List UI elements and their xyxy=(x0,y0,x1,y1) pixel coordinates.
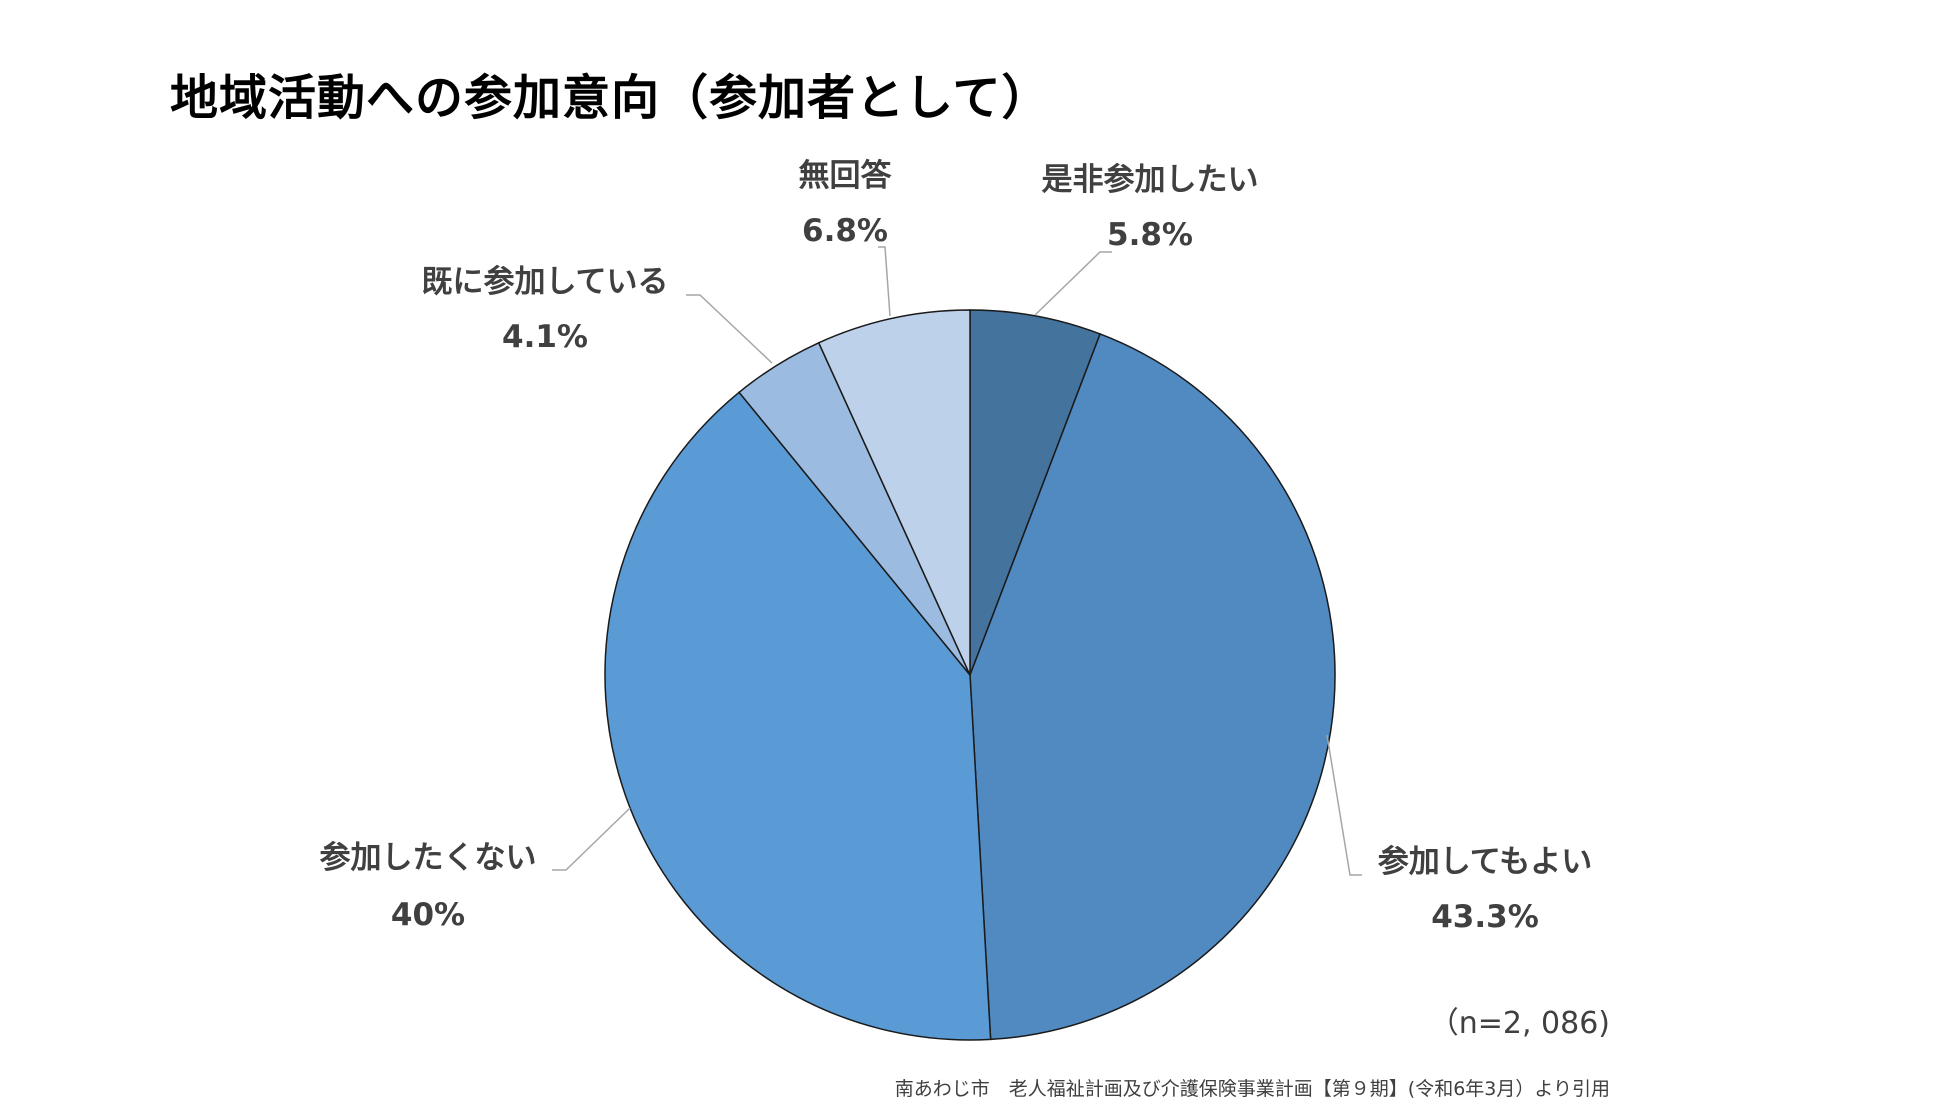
leader-line xyxy=(552,807,631,871)
leader-line xyxy=(686,294,773,364)
sample-size: （n=2, 086) xyxy=(1428,1006,1610,1041)
slice-label: 無回答 xyxy=(799,158,893,194)
source-note: 南あわじ市 老人福祉計画及び介護保険事業計画【第９期】(令和6年3月）より引用 xyxy=(894,1078,1610,1100)
chart-title: 地域活動への参加意向（参加者として） xyxy=(170,70,1051,126)
slice-value: 6.8% xyxy=(802,213,888,249)
slice-label: 是非参加したい xyxy=(1042,162,1259,198)
slice-label: 参加してもよい xyxy=(1378,844,1593,880)
slice-label: 参加したくない xyxy=(320,840,537,876)
slice-value: 40% xyxy=(391,897,465,933)
pie-slice xyxy=(604,391,992,1041)
pie-slice xyxy=(969,309,1102,676)
leader-line xyxy=(878,246,891,317)
slice-value: 43.3% xyxy=(1431,899,1539,935)
pie-slices xyxy=(604,309,1336,1041)
slice-labels: 是非参加したい 5.8% 参加してもよい 43.3% 参加したくない 40% 既に参加してい… xyxy=(320,158,1593,935)
leader-line xyxy=(1326,734,1362,876)
slice-value: 4.1% xyxy=(502,319,588,355)
leader-line xyxy=(1034,251,1112,316)
slice-value: 5.8% xyxy=(1107,217,1193,253)
pie-slice xyxy=(969,333,1336,1041)
leader-lines xyxy=(552,246,1362,876)
slice-label: 既に参加している xyxy=(421,264,668,300)
pie-slice xyxy=(817,309,971,676)
